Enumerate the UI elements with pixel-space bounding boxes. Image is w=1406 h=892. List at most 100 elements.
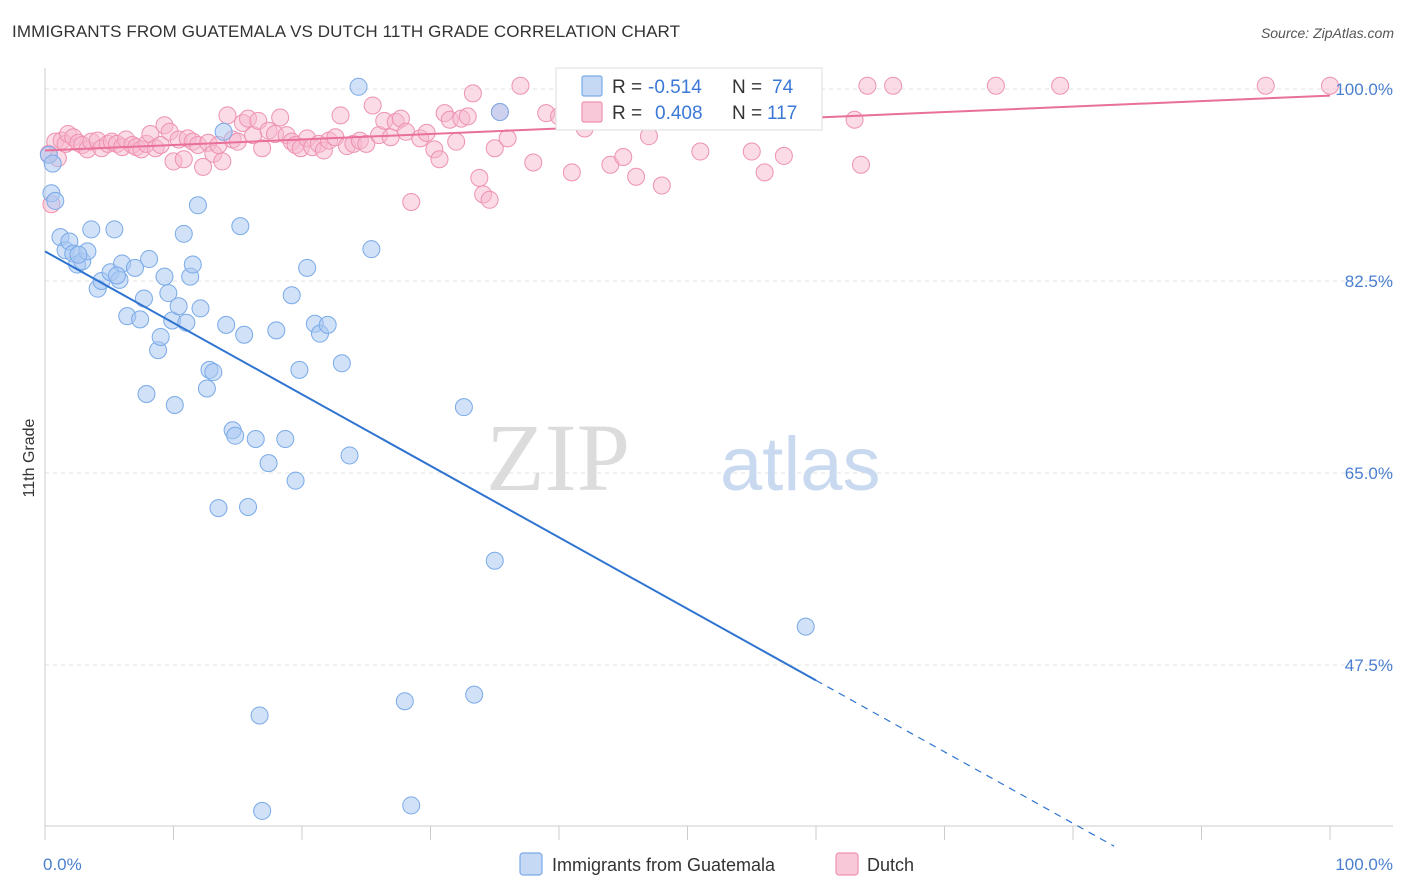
dutch-point-110 [851, 155, 870, 174]
dutch-point-86 [485, 139, 504, 158]
watermark: ZIP atlas [486, 404, 881, 511]
dutch-point-60 [331, 106, 350, 125]
guatemala-point-33 [183, 255, 202, 274]
chart-title: IMMIGRANTS FROM GUATEMALA VS DUTCH 11TH … [12, 22, 681, 41]
dutch-point-97 [614, 148, 633, 167]
stats-r-value-dutch: 0.408 [655, 103, 703, 124]
guatemala-point-39 [214, 122, 233, 141]
stats-r-value-guatemala: -0.514 [648, 77, 702, 98]
guatemala-point-54 [298, 258, 317, 277]
dutch-point-30 [174, 150, 193, 169]
dutch-point-112 [884, 76, 903, 95]
guatemala-trend-line [44, 250, 817, 682]
stats-n-value-dutch: 117 [767, 103, 797, 124]
guatemala-point-40 [217, 315, 236, 334]
watermark-zip: ZIP [486, 404, 630, 511]
guatemala-point-67 [490, 103, 509, 122]
guatemala-point-72 [191, 299, 210, 318]
dutch-point-76 [430, 150, 449, 169]
guatemala-point-35 [197, 379, 216, 398]
stats-swatch-dutch [581, 101, 603, 123]
guatemala-point-48 [253, 801, 272, 820]
guatemala-point-34 [188, 196, 207, 215]
guatemala-point-63 [402, 796, 421, 815]
dutch-point-72 [402, 193, 421, 212]
grid-lines [45, 88, 1393, 666]
source-note: Source: ZipAtlas.com [1260, 25, 1394, 41]
guatemala-point-46 [246, 429, 265, 448]
dutch-point-98 [627, 167, 646, 186]
legend: Immigrants from Guatemala Dutch [519, 852, 914, 876]
y-tick-label-3: 47.5% [1345, 656, 1393, 675]
guatemala-point-52 [286, 471, 305, 490]
scatter-points [39, 76, 1339, 820]
stats-box: R = -0.514 N = 74 R = 0.408 N = 117 [555, 67, 823, 131]
dutch-point-83 [470, 168, 489, 187]
guatemala-point-30 [174, 224, 193, 243]
dutch-point-111 [858, 76, 877, 95]
guatemala-point-66 [485, 551, 504, 570]
guatemala-point-37 [204, 363, 223, 382]
dutch-point-34 [194, 157, 213, 176]
dutch-point-102 [691, 142, 710, 161]
guatemala-point-73 [267, 321, 286, 340]
guatemala-point-20 [134, 289, 153, 308]
y-tick-label-2: 65.0% [1345, 464, 1393, 483]
guatemala-point-58 [332, 354, 351, 373]
guatemala-point-60 [349, 77, 368, 96]
guatemala-point-59 [340, 446, 359, 465]
legend-swatch-guatemala [519, 852, 543, 876]
dutch-point-68 [381, 128, 400, 147]
dutch-point-100 [652, 176, 671, 195]
dutch-point-38 [213, 152, 232, 171]
dutch-point-88 [498, 129, 517, 148]
guatemala-point-29 [169, 297, 188, 316]
stats-r-label-dutch: R = [612, 103, 642, 124]
dutch-point-113 [986, 76, 1005, 95]
dutch-point-65 [363, 96, 382, 115]
guatemala-point-71 [107, 266, 126, 285]
guatemala-point-28 [165, 395, 184, 414]
guatemala-point-25 [155, 267, 174, 286]
guatemala-point-18 [125, 258, 144, 277]
guatemala-point-51 [282, 286, 301, 305]
stats-n-value-guatemala: 74 [772, 77, 794, 98]
guatemala-point-68 [796, 617, 815, 636]
legend-label-guatemala: Immigrants from Guatemala [552, 855, 776, 875]
guatemala-point-19 [131, 310, 150, 329]
stats-n-label-guatemala: N = [732, 77, 762, 98]
legend-label-dutch: Dutch [867, 855, 914, 875]
trend-lines [44, 94, 1331, 847]
dutch-point-85 [480, 190, 499, 209]
y-tick-labels: 100.0% 82.5% 65.0% 47.5% [1335, 80, 1393, 675]
guatemala-point-45 [239, 498, 258, 517]
guatemala-point-57 [318, 315, 337, 334]
dutch-point-90 [524, 153, 543, 172]
guatemala-point-31 [177, 313, 196, 332]
dutch-point-49 [271, 108, 290, 127]
x-tick-max: 100.0% [1335, 855, 1393, 874]
guatemala-point-62 [395, 692, 414, 711]
dutch-point-89 [511, 76, 530, 95]
guatemala-point-38 [209, 499, 228, 518]
stats-r-label-guatemala: R = [612, 77, 642, 98]
dutch-point-105 [755, 163, 774, 182]
dutch-point-104 [742, 142, 761, 161]
guatemala-point-69 [43, 154, 62, 173]
guatemala-point-50 [276, 429, 295, 448]
dutch-point-74 [417, 123, 436, 142]
guatemala-point-21 [137, 385, 156, 404]
dutch-point-79 [447, 132, 466, 151]
y-axis-label: 11th Grade [21, 418, 38, 497]
guatemala-point-14 [105, 220, 124, 239]
guatemala-point-47 [250, 706, 269, 725]
x-tick-min: 0.0% [43, 855, 82, 874]
dutch-point-82 [463, 84, 482, 103]
guatemala-point-70 [69, 245, 88, 264]
legend-swatch-dutch [835, 852, 859, 876]
dutch-point-93 [562, 163, 581, 182]
dutch-point-109 [845, 110, 864, 129]
stats-n-label-dutch: N = [732, 103, 762, 124]
guatemala-point-2 [46, 191, 65, 210]
